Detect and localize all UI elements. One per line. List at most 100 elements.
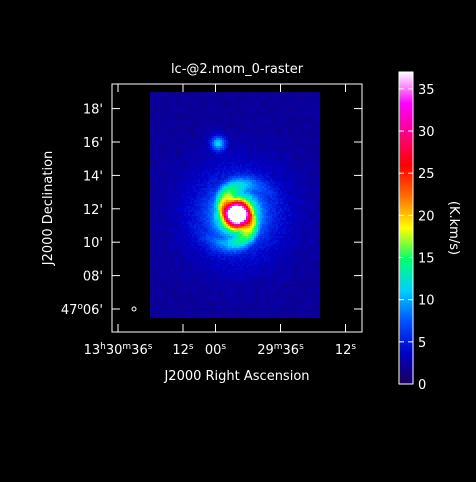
map-pixel	[318, 206, 320, 208]
map-pixel	[160, 148, 162, 150]
map-pixel	[154, 192, 156, 194]
map-pixel	[220, 190, 222, 192]
map-pixel	[314, 196, 316, 198]
map-pixel	[282, 122, 284, 124]
map-pixel	[294, 154, 296, 156]
map-pixel	[234, 152, 236, 154]
map-pixel	[200, 190, 202, 192]
map-pixel	[290, 124, 292, 126]
map-pixel	[198, 188, 200, 190]
map-pixel	[306, 136, 308, 138]
map-pixel	[226, 190, 228, 192]
map-pixel	[192, 136, 194, 138]
map-pixel	[264, 154, 266, 156]
map-pixel	[238, 206, 240, 208]
map-pixel	[182, 178, 184, 180]
map-pixel	[194, 148, 196, 150]
map-pixel	[256, 166, 258, 168]
map-pixel	[198, 120, 200, 122]
map-pixel	[182, 186, 184, 188]
map-pixel	[242, 200, 244, 202]
map-pixel	[236, 110, 238, 112]
map-pixel	[220, 96, 222, 98]
map-pixel	[202, 184, 204, 186]
map-pixel	[270, 102, 272, 104]
map-pixel	[168, 174, 170, 176]
map-pixel	[272, 140, 274, 142]
map-pixel	[258, 184, 260, 186]
map-pixel	[182, 176, 184, 178]
map-pixel	[280, 170, 282, 172]
map-pixel	[218, 142, 220, 144]
map-pixel	[270, 106, 272, 108]
map-pixel	[314, 192, 316, 194]
map-pixel	[216, 156, 218, 158]
map-pixel	[198, 132, 200, 134]
map-pixel	[170, 114, 172, 116]
map-pixel	[194, 190, 196, 192]
map-pixel	[154, 98, 156, 100]
map-pixel	[228, 104, 230, 106]
map-pixel	[202, 196, 204, 198]
map-pixel	[234, 110, 236, 112]
map-pixel	[266, 122, 268, 124]
map-pixel	[210, 198, 212, 200]
map-pixel	[230, 116, 232, 118]
map-pixel	[172, 112, 174, 114]
map-pixel	[290, 164, 292, 166]
map-pixel	[208, 94, 210, 96]
map-pixel	[270, 126, 272, 128]
map-pixel	[288, 146, 290, 148]
map-pixel	[208, 192, 210, 194]
map-pixel	[150, 118, 152, 120]
map-pixel	[262, 164, 264, 166]
map-pixel	[224, 128, 226, 130]
map-pixel	[240, 208, 242, 210]
map-pixel	[310, 140, 312, 142]
map-pixel	[282, 162, 284, 164]
map-pixel	[154, 104, 156, 106]
map-pixel	[282, 176, 284, 178]
map-pixel	[318, 124, 320, 126]
map-pixel	[206, 130, 208, 132]
map-pixel	[214, 106, 216, 108]
map-pixel	[258, 154, 260, 156]
map-pixel	[208, 136, 210, 138]
map-pixel	[234, 92, 236, 94]
map-pixel	[254, 166, 256, 168]
map-pixel	[230, 182, 232, 184]
map-pixel	[296, 158, 298, 160]
map-pixel	[196, 190, 198, 192]
map-pixel	[306, 108, 308, 110]
map-pixel	[276, 114, 278, 116]
map-pixel	[310, 110, 312, 112]
map-pixel	[210, 130, 212, 132]
map-pixel	[264, 196, 266, 198]
map-pixel	[184, 202, 186, 204]
map-pixel	[150, 98, 152, 100]
map-pixel	[150, 152, 152, 154]
map-pixel	[216, 158, 218, 160]
map-pixel	[316, 180, 318, 182]
map-pixel	[192, 98, 194, 100]
map-pixel	[234, 126, 236, 128]
map-pixel	[310, 146, 312, 148]
map-pixel	[200, 124, 202, 126]
map-pixel	[176, 144, 178, 146]
map-pixel	[228, 108, 230, 110]
map-pixel	[302, 144, 304, 146]
map-pixel	[298, 192, 300, 194]
map-pixel	[168, 158, 170, 160]
map-pixel	[200, 186, 202, 188]
map-pixel	[312, 178, 314, 180]
map-pixel	[268, 158, 270, 160]
map-pixel	[164, 106, 166, 108]
map-pixel	[200, 192, 202, 194]
map-pixel	[228, 122, 230, 124]
map-pixel	[264, 204, 266, 206]
map-pixel	[158, 132, 160, 134]
map-pixel	[228, 92, 230, 94]
map-pixel	[310, 168, 312, 170]
map-pixel	[182, 206, 184, 208]
map-pixel	[160, 132, 162, 134]
